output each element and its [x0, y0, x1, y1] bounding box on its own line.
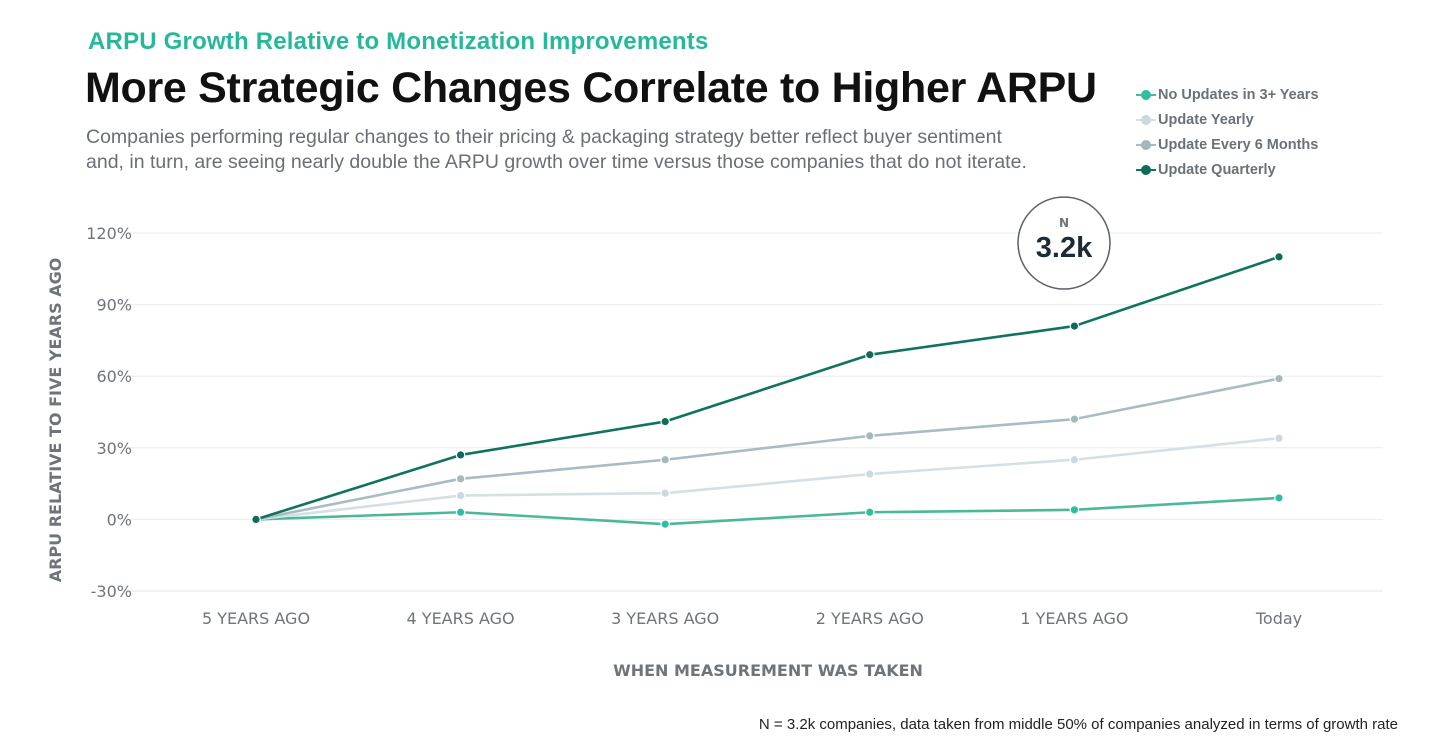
legend-label: No Updates in 3+ Years: [1158, 86, 1319, 103]
x-axis-label: WHEN MEASUREMENT WAS TAKEN: [613, 661, 923, 680]
x-tick-label: 4 YEARS AGO: [407, 609, 515, 628]
data-point: [455, 507, 466, 518]
data-point: [660, 519, 670, 529]
legend-marker: [1134, 164, 1158, 176]
y-axis-label: ARPU RELATIVE TO FIVE YEARS AGO: [46, 258, 65, 583]
legend-marker-dot: [1141, 89, 1151, 100]
data-point: [660, 454, 670, 465]
legend-label: Update Every 6 Months: [1158, 136, 1319, 153]
data-point: [864, 349, 875, 360]
data-point: [1069, 454, 1080, 465]
y-tick-label: 90%: [96, 296, 132, 315]
legend-marker-dot: [1141, 114, 1151, 125]
legend-item: No Updates in 3+ Years: [1134, 82, 1319, 107]
legend-marker: [1134, 139, 1158, 151]
legend-marker-dot: [1141, 139, 1151, 150]
legend-marker: [1134, 89, 1158, 101]
chart-legend: No Updates in 3+ Years Update Yearly Updat…: [1134, 82, 1319, 182]
chart-title: More Strategic Changes Correlate to High…: [85, 64, 1097, 112]
x-tick-label: Today: [1255, 609, 1302, 628]
data-point: [1069, 414, 1080, 424]
series-line: [254, 255, 1281, 521]
legend-marker: [1134, 114, 1158, 126]
legend-item: Update Quarterly: [1134, 157, 1319, 182]
data-point: [1274, 433, 1284, 444]
series-line: [254, 377, 1281, 521]
legend-item: Update Every 6 Months: [1134, 132, 1319, 157]
series-line: [254, 436, 1281, 521]
n-badge-circle: [1017, 196, 1111, 290]
legend-item: Update Yearly: [1134, 107, 1319, 132]
series-no-updates-in-3-years: [251, 493, 1284, 529]
data-point: [864, 431, 875, 441]
n-badge-value: 3.2k: [1036, 232, 1093, 264]
subtitle-line-2: and, in turn, are seeing nearly double t…: [86, 151, 1027, 173]
x-tick-label: 2 YEARS AGO: [816, 609, 924, 628]
data-point: [1274, 252, 1284, 262]
y-tick-label: -30%: [91, 582, 132, 601]
n-badge: N 3.2k: [1017, 196, 1111, 290]
series-group: [251, 252, 1284, 529]
y-axis-ticks: -30% 0% 30% 60% 90% 120%: [86, 224, 132, 601]
y-tick-label: 60%: [96, 367, 132, 386]
data-point: [660, 488, 670, 498]
data-point: [1069, 505, 1080, 515]
n-badge-label: N: [1059, 216, 1069, 230]
data-point: [1274, 373, 1284, 384]
series-update-quarterly: [251, 252, 1284, 525]
chart-subtitle: Companies performing regular changes to …: [86, 125, 1046, 175]
legend-marker-dot: [1141, 164, 1151, 175]
data-point: [1274, 493, 1284, 503]
data-point: [864, 507, 875, 518]
data-point: [455, 490, 466, 501]
series-line: [254, 496, 1281, 526]
x-tick-label: 1 YEARS AGO: [1020, 609, 1128, 628]
footnote: N = 3.2k companies, data taken from midd…: [758, 716, 1398, 733]
data-point: [455, 474, 466, 484]
subtitle-line-1: Companies performing regular changes to …: [86, 126, 1002, 148]
x-axis-ticks: 5 YEARS AGO 4 YEARS AGO 3 YEARS AGO 2 YEARS…: [202, 609, 1302, 628]
y-tick-label: 0%: [107, 510, 132, 529]
data-point: [660, 416, 670, 427]
x-tick-label: 3 YEARS AGO: [611, 609, 719, 628]
data-point: [864, 469, 875, 479]
chart-eyebrow: ARPU Growth Relative to Monetization Imp…: [88, 28, 709, 55]
y-tick-label: 120%: [86, 224, 132, 243]
x-tick-label: 5 YEARS AGO: [202, 609, 310, 628]
data-point: [1069, 321, 1080, 331]
legend-label: Update Yearly: [1158, 111, 1254, 128]
legend-label: Update Quarterly: [1158, 161, 1276, 178]
data-point: [455, 450, 466, 460]
data-point: [251, 514, 261, 525]
y-tick-label: 30%: [96, 439, 132, 458]
